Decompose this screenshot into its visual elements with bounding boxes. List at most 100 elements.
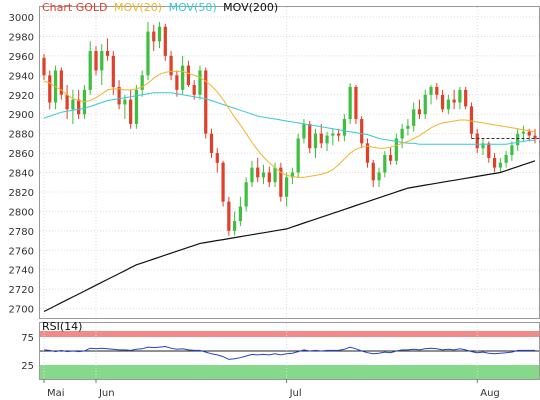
candle-body-68: [435, 86, 439, 95]
candle-body-47: [313, 133, 318, 149]
rsi-title: RSI(14): [42, 320, 82, 333]
candle-body-75: [475, 133, 479, 149]
y-tick-2980: 2980: [9, 32, 34, 43]
candle-body-37: [256, 167, 260, 178]
candle-body-13: [117, 86, 121, 105]
candle-body-65: [417, 109, 422, 115]
candle-body-8: [88, 51, 92, 90]
candle-body-3: [59, 70, 63, 95]
candle-body-11: [105, 51, 110, 56]
candle-body-12: [111, 55, 115, 87]
candle-body-67: [429, 86, 433, 95]
candle-body-48: [319, 133, 323, 144]
y-tick-2880: 2880: [9, 130, 34, 141]
candle-body-85: [533, 135, 537, 139]
candle-body-71: [452, 99, 456, 103]
y-tick-2940: 2940: [9, 71, 34, 82]
price-y-axis: 3000 2980 2960 2940 2920 2900 2880 2860 2840 2820…: [9, 13, 34, 316]
rsi-y-tick-75: 75: [21, 333, 34, 344]
candle-body-70: [446, 99, 450, 110]
candle-body-45: [302, 123, 306, 139]
candle-body-83: [521, 131, 526, 134]
candle-body-81: [510, 145, 514, 156]
candle-body-51: [336, 133, 341, 136]
y-tick-2820: 2820: [9, 188, 34, 199]
candle-body-39: [267, 172, 271, 183]
y-tick-2920: 2920: [9, 91, 34, 102]
x-tick-Jul: Jul: [289, 388, 302, 399]
candle-body-78: [492, 157, 497, 168]
candle-body-55: [360, 119, 364, 144]
candle-body-30: [215, 153, 219, 163]
x-tick-Mai: Mai: [47, 388, 65, 399]
price-panel-frame: [39, 6, 540, 319]
candle-body-73: [464, 89, 468, 107]
candle-body-27: [198, 70, 202, 95]
candle-body-18: [146, 31, 150, 76]
y-tick-2840: 2840: [9, 169, 34, 180]
candle-body-43: [290, 172, 295, 178]
y-tick-2900: 2900: [9, 110, 34, 121]
y-tick-2860: 2860: [9, 149, 34, 160]
rsi-bands: [40, 331, 539, 379]
y-tick-2740: 2740: [9, 266, 34, 277]
candle-body-42: [284, 177, 289, 197]
candle-body-15: [129, 99, 133, 124]
rsi-oversold-band: [40, 365, 539, 379]
candle-body-64: [412, 109, 416, 126]
y-tick-2960: 2960: [9, 52, 34, 63]
candle-body-26: [192, 85, 196, 95]
rsi-y-axis: 75 25: [21, 333, 34, 372]
chart-legend: Chart GOLD MOV(20) MOV(50) MOV(200): [42, 1, 278, 14]
candle-body-76: [481, 143, 485, 149]
candle-body-82: [516, 133, 520, 146]
candle-body-35: [244, 182, 248, 207]
candle-body-4: [65, 94, 69, 110]
candle-body-6: [77, 99, 81, 115]
candle-body-28: [204, 70, 208, 134]
candle-body-23: [175, 75, 179, 90]
candle-body-19: [152, 31, 156, 42]
candle-body-20: [157, 26, 162, 42]
candle-body-79: [498, 162, 502, 168]
candle-body-44: [296, 138, 300, 173]
candle-body-63: [406, 125, 410, 129]
candle-body-0: [42, 57, 46, 76]
legend-mov50: MOV(50): [169, 1, 217, 14]
candle-body-57: [371, 162, 375, 181]
candle-body-38: [261, 172, 266, 178]
candle-body-9: [94, 51, 98, 71]
y-tick-2800: 2800: [9, 207, 34, 218]
candle-body-69: [440, 94, 445, 110]
candle-body-21: [163, 26, 167, 56]
candle-body-50: [331, 133, 335, 136]
candle-body-34: [238, 206, 243, 222]
candle-body-17: [140, 75, 144, 90]
candle-body-40: [273, 167, 277, 183]
candle-body-14: [123, 99, 127, 105]
y-tick-2780: 2780: [9, 227, 34, 238]
candle-body-59: [383, 155, 387, 173]
candle-body-49: [325, 135, 329, 144]
y-tick-2760: 2760: [9, 246, 34, 257]
candle-body-66: [423, 94, 427, 115]
candle-body-31: [221, 162, 225, 202]
candle-body-29: [209, 133, 214, 154]
candle-body-60: [388, 155, 393, 161]
candle-body-1: [48, 75, 52, 103]
candle-body-72: [458, 89, 462, 103]
candle-body-54: [354, 86, 358, 120]
candle-body-16: [134, 89, 139, 124]
y-tick-2700: 2700: [9, 305, 34, 316]
candle-body-36: [250, 167, 254, 183]
y-tick-2720: 2720: [9, 285, 34, 296]
x-axis: Mai Jun Jul Aug: [47, 388, 500, 399]
candle-body-56: [365, 143, 370, 163]
candle-body-46: [308, 123, 312, 149]
moving-average-lines: [43, 70, 536, 313]
rsi-series: [43, 345, 535, 360]
mov200-line: [43, 160, 536, 313]
legend-mov20: MOV(20): [114, 1, 162, 14]
